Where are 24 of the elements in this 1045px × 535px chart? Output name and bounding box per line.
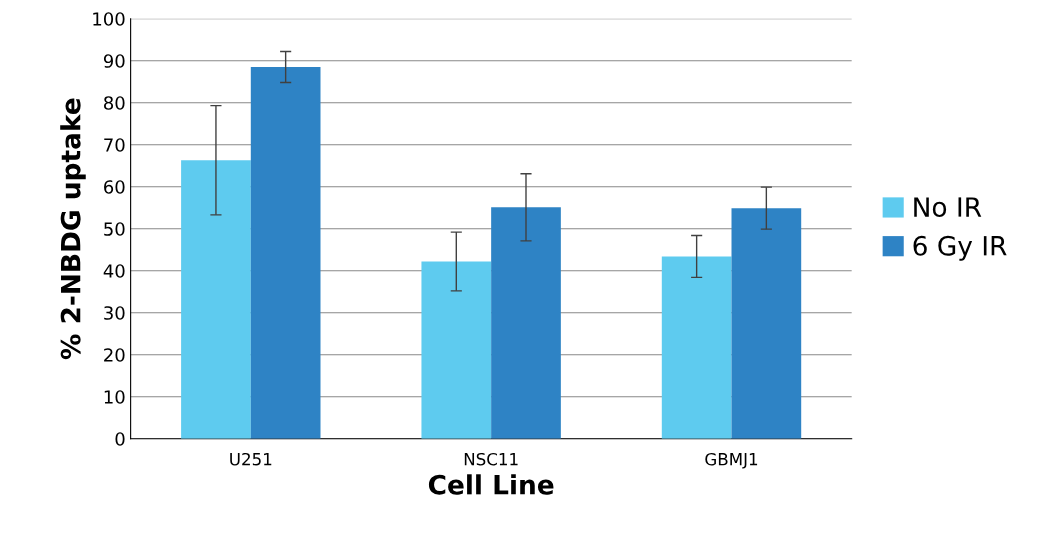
y-tick-label: 20 xyxy=(104,348,125,362)
y-tick-label: 10 xyxy=(104,390,125,404)
y-tick-label: 80 xyxy=(104,96,125,110)
y-tick-label: 50 xyxy=(104,222,125,236)
bar xyxy=(731,208,802,439)
bar xyxy=(491,207,561,439)
y-tick-label: 60 xyxy=(104,180,125,194)
y-axis-title: % 2-NBDG uptake xyxy=(60,98,86,360)
y-tick-label: 30 xyxy=(104,306,125,320)
bar xyxy=(181,160,251,439)
x-tick-label: GBMJ1 xyxy=(705,452,758,469)
y-tick-label: 100 xyxy=(93,12,125,26)
y-tick-label: 90 xyxy=(103,54,125,68)
x-axis-title: Cell Line xyxy=(428,474,554,495)
legend-label: No IR xyxy=(914,197,982,217)
bar xyxy=(250,67,321,439)
y-tick-label: 0 xyxy=(115,432,125,446)
y-tick-label: 70 xyxy=(104,138,125,152)
x-tick-label: U251 xyxy=(230,452,272,466)
bar xyxy=(421,261,492,439)
bar xyxy=(661,256,732,439)
legend-label: 6 Gy IR xyxy=(913,235,1007,261)
x-tick-label: NSC11 xyxy=(464,452,518,466)
y-tick-label: 40 xyxy=(103,264,125,278)
